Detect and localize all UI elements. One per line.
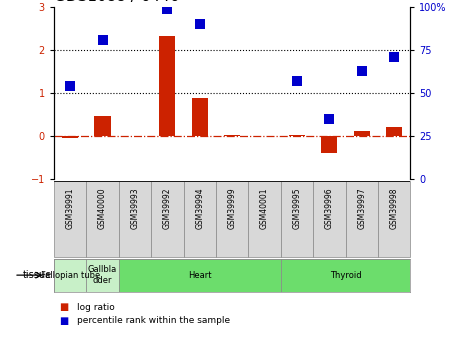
FancyBboxPatch shape xyxy=(54,181,86,257)
Text: GSM39998: GSM39998 xyxy=(390,187,399,229)
Text: GSM39995: GSM39995 xyxy=(293,187,302,229)
Bar xyxy=(192,98,208,136)
Bar xyxy=(289,135,305,136)
FancyBboxPatch shape xyxy=(313,181,346,257)
Text: Heart: Heart xyxy=(188,270,212,280)
Bar xyxy=(94,116,111,136)
Bar xyxy=(321,136,338,152)
FancyBboxPatch shape xyxy=(183,181,216,257)
Point xyxy=(196,21,204,27)
FancyBboxPatch shape xyxy=(54,259,86,292)
Text: GSM39997: GSM39997 xyxy=(357,187,366,229)
Text: GSM40000: GSM40000 xyxy=(98,187,107,229)
Text: ■: ■ xyxy=(59,316,68,326)
Bar xyxy=(386,127,402,136)
FancyBboxPatch shape xyxy=(86,181,119,257)
FancyBboxPatch shape xyxy=(346,181,378,257)
Text: Fallopian tube: Fallopian tube xyxy=(40,270,100,280)
Text: GSM39999: GSM39999 xyxy=(227,187,237,229)
Text: GSM39991: GSM39991 xyxy=(66,187,75,229)
FancyBboxPatch shape xyxy=(378,181,410,257)
Text: percentile rank within the sample: percentile rank within the sample xyxy=(77,316,230,325)
Bar xyxy=(224,135,240,136)
Bar xyxy=(159,36,175,136)
Text: log ratio: log ratio xyxy=(77,303,115,312)
Text: GSM39992: GSM39992 xyxy=(163,187,172,229)
Point xyxy=(358,68,365,73)
FancyBboxPatch shape xyxy=(281,181,313,257)
Bar xyxy=(354,131,370,136)
FancyBboxPatch shape xyxy=(249,181,281,257)
Point xyxy=(390,54,398,60)
Point xyxy=(99,37,106,42)
Point xyxy=(325,116,333,122)
Point xyxy=(164,6,171,11)
Text: tissue: tissue xyxy=(23,270,52,280)
Text: Gallbla
dder: Gallbla dder xyxy=(88,265,117,285)
FancyBboxPatch shape xyxy=(86,259,119,292)
Text: GSM39994: GSM39994 xyxy=(195,187,204,229)
Text: GDS1088 / 6446: GDS1088 / 6446 xyxy=(54,0,180,4)
Text: GSM40001: GSM40001 xyxy=(260,187,269,229)
FancyBboxPatch shape xyxy=(281,259,410,292)
Bar xyxy=(62,136,78,138)
Point xyxy=(293,78,301,84)
Text: GSM39993: GSM39993 xyxy=(130,187,139,229)
Text: Thyroid: Thyroid xyxy=(330,270,362,280)
FancyBboxPatch shape xyxy=(119,181,151,257)
FancyBboxPatch shape xyxy=(216,181,249,257)
FancyBboxPatch shape xyxy=(151,181,183,257)
Point xyxy=(67,83,74,89)
FancyBboxPatch shape xyxy=(119,259,281,292)
Text: ■: ■ xyxy=(59,302,68,312)
Text: GSM39996: GSM39996 xyxy=(325,187,334,229)
